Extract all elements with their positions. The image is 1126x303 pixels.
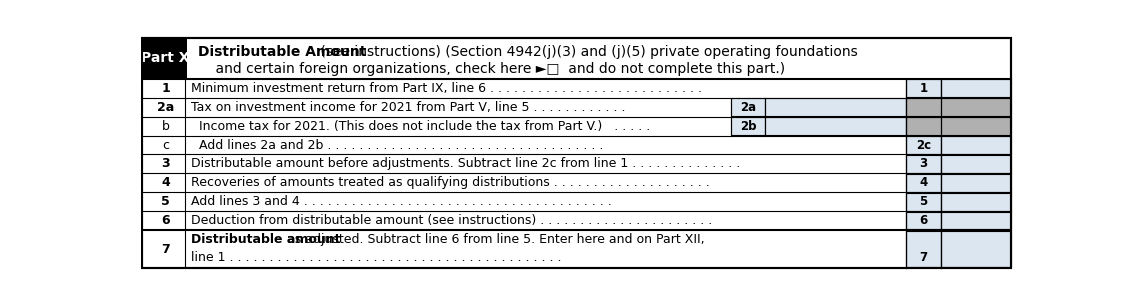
Text: 2a: 2a [158, 101, 175, 114]
Text: and certain foreign organizations, check here ►□  and do not complete this part.: and certain foreign organizations, check… [198, 62, 785, 76]
Text: as adjusted. Subtract line 6 from line 5. Enter here and on Part XII,: as adjusted. Subtract line 6 from line 5… [283, 233, 704, 246]
Text: Income tax for 2021. (This does not include the tax from Part V.)   . . . . .: Income tax for 2021. (This does not incl… [199, 120, 650, 133]
Text: Add lines 3 and 4 . . . . . . . . . . . . . . . . . . . . . . . . . . . . . . . : Add lines 3 and 4 . . . . . . . . . . . … [191, 195, 611, 208]
Text: line 1 . . . . . . . . . . . . . . . . . . . . . . . . . . . . . . . . . . . . .: line 1 . . . . . . . . . . . . . . . . .… [191, 251, 562, 265]
Text: Part X: Part X [141, 51, 189, 65]
Text: Add lines 2a and 2b . . . . . . . . . . . . . . . . . . . . . . . . . . . . . . : Add lines 2a and 2b . . . . . . . . . . … [199, 138, 604, 152]
Bar [906, 174, 940, 191]
Text: 7: 7 [161, 243, 170, 256]
Bar [940, 174, 1011, 191]
Bar [906, 117, 1011, 135]
Bar [906, 98, 1011, 116]
Text: c: c [162, 138, 169, 152]
Text: 7: 7 [920, 251, 928, 265]
Bar [906, 155, 940, 173]
Text: Deduction from distributable amount (see instructions) . . . . . . . . . . . . .: Deduction from distributable amount (see… [191, 214, 713, 227]
Text: Minimum investment return from Part IX, line 6 . . . . . . . . . . . . . . . . .: Minimum investment return from Part IX, … [191, 82, 703, 95]
Bar [906, 79, 940, 97]
Bar [906, 212, 940, 229]
Text: 6: 6 [919, 214, 928, 227]
Bar [940, 155, 1011, 173]
Bar [940, 231, 1011, 267]
Text: 4: 4 [161, 176, 170, 189]
Text: 5: 5 [161, 195, 170, 208]
Text: 2a: 2a [740, 101, 757, 114]
Text: Distributable amount: Distributable amount [191, 233, 341, 246]
Text: 1: 1 [920, 82, 928, 95]
Text: 1: 1 [161, 82, 170, 95]
Text: 3: 3 [161, 158, 170, 171]
Bar [731, 98, 766, 116]
Text: 2b: 2b [740, 120, 757, 133]
Bar [940, 79, 1011, 97]
Bar [940, 136, 1011, 154]
Bar [906, 193, 940, 211]
Text: Tax on investment income for 2021 from Part V, line 5 . . . . . . . . . . . .: Tax on investment income for 2021 from P… [191, 101, 626, 114]
Bar [766, 117, 906, 135]
Text: 5: 5 [919, 195, 928, 208]
Text: 6: 6 [161, 214, 170, 227]
Bar [766, 98, 906, 116]
Text: 4: 4 [919, 176, 928, 189]
Bar [940, 212, 1011, 229]
Text: (see instructions) (Section 4942(j)(3) and (j)(5) private operating foundations: (see instructions) (Section 4942(j)(3) a… [316, 45, 858, 59]
Text: b: b [162, 120, 170, 133]
Bar [940, 193, 1011, 211]
Text: 2c: 2c [915, 138, 931, 152]
Bar [731, 117, 766, 135]
Text: 3: 3 [920, 158, 928, 171]
Bar [906, 231, 940, 267]
Bar [142, 38, 187, 79]
Bar [906, 136, 940, 154]
Text: Distributable Amount: Distributable Amount [198, 45, 366, 59]
Text: Distributable amount before adjustments. Subtract line 2c from line 1 . . . . . : Distributable amount before adjustments.… [191, 158, 741, 171]
Text: Recoveries of amounts treated as qualifying distributions . . . . . . . . . . . : Recoveries of amounts treated as qualify… [191, 176, 709, 189]
